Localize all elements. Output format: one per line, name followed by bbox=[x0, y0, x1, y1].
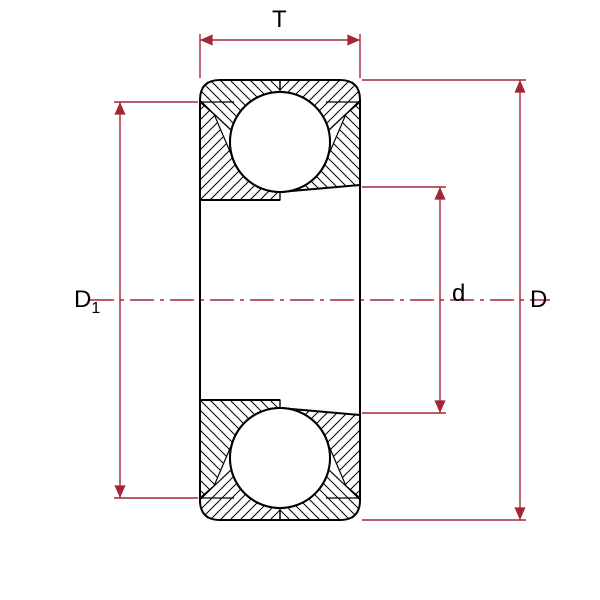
label-T: T bbox=[272, 6, 287, 34]
top-half bbox=[200, 80, 360, 300]
label-d: d bbox=[452, 280, 465, 308]
label-D1: D1 bbox=[74, 286, 100, 318]
bottom-half bbox=[200, 300, 360, 520]
dim-T bbox=[200, 34, 360, 78]
label-D: D bbox=[530, 286, 547, 314]
bearing-diagram: T D d D1 bbox=[0, 0, 600, 600]
